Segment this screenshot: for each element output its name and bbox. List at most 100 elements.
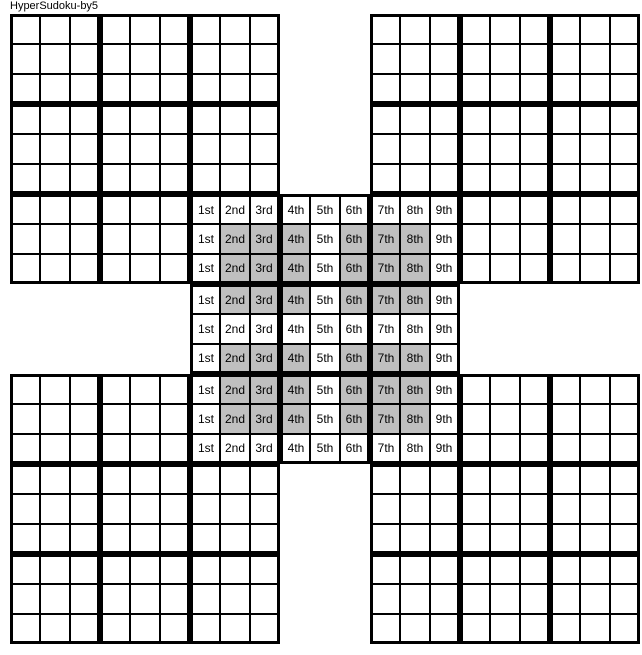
grid-cell [70, 524, 100, 554]
grid-cell [130, 584, 160, 614]
grid-cell [370, 584, 400, 614]
grid-cell [580, 74, 610, 104]
grid-cell [190, 14, 220, 44]
grid-cell [250, 134, 280, 164]
cell-label: 3rd [255, 203, 272, 217]
cell-label: 8th [407, 232, 424, 246]
cell-label: 4th [288, 261, 305, 275]
grid-cell [610, 614, 640, 644]
grid-cell [550, 524, 580, 554]
grid-cell [490, 74, 520, 104]
grid-cell: 1st [190, 284, 220, 314]
grid-cell: 9th [430, 344, 460, 374]
cell-label: 5th [317, 261, 334, 275]
grid-cell: 8th [400, 224, 430, 254]
grid-cell [400, 494, 430, 524]
grid-cell [430, 614, 460, 644]
grid-cell [580, 194, 610, 224]
grid-cell [190, 554, 220, 584]
grid-cell [100, 254, 130, 284]
cell-label: 4th [288, 293, 305, 307]
grid-cell: 9th [430, 254, 460, 284]
grid-cell [400, 584, 430, 614]
grid-cell: 6th [340, 254, 370, 284]
cell-label: 1st [198, 203, 214, 217]
grid-cell: 8th [400, 284, 430, 314]
grid-cell [520, 584, 550, 614]
grid-cell [10, 554, 40, 584]
cell-label: 7th [378, 383, 395, 397]
cell-label: 6th [346, 441, 363, 455]
grid-cell: 9th [430, 404, 460, 434]
grid-cell [130, 104, 160, 134]
grid-cell [400, 14, 430, 44]
grid-cell [220, 554, 250, 584]
grid-cell [460, 194, 490, 224]
grid-cell [430, 14, 460, 44]
grid-cell [130, 404, 160, 434]
grid-cell [40, 404, 70, 434]
grid-cell [550, 554, 580, 584]
grid-cell [190, 614, 220, 644]
grid-cell [610, 134, 640, 164]
grid-cell: 4th [280, 194, 310, 224]
grid-cell [460, 494, 490, 524]
grid-cell: 6th [340, 284, 370, 314]
grid-cell [370, 554, 400, 584]
grid-cell [70, 164, 100, 194]
cell-label: 2nd [225, 412, 245, 426]
grid-cell [190, 134, 220, 164]
grid-cell [550, 194, 580, 224]
grid-cell [250, 164, 280, 194]
grid-cell [100, 554, 130, 584]
grid-cell [460, 614, 490, 644]
grid-cell [520, 374, 550, 404]
cell-label: 1st [198, 322, 214, 336]
grid-cell [460, 224, 490, 254]
cell-label: 6th [346, 203, 363, 217]
grid-cell: 1st [190, 224, 220, 254]
grid-cell [400, 134, 430, 164]
grid-cell [460, 14, 490, 44]
grid-cell [490, 194, 520, 224]
grid-cell [430, 104, 460, 134]
cell-label: 7th [378, 322, 395, 336]
grid-cell [100, 164, 130, 194]
cell-label: 6th [346, 261, 363, 275]
grid-cell [250, 494, 280, 524]
grid-cell [460, 584, 490, 614]
grid-cell [520, 554, 550, 584]
grid-cell [370, 164, 400, 194]
grid-cell: 5th [310, 434, 340, 464]
grid-cell [70, 464, 100, 494]
grid-cell [100, 614, 130, 644]
grid-cell [400, 104, 430, 134]
grid-cell [580, 404, 610, 434]
puzzle-title: HyperSudoku-by5 [10, 0, 98, 12]
grid-cell [40, 164, 70, 194]
grid-cell: 1st [190, 374, 220, 404]
grid-cell: 3rd [250, 254, 280, 284]
grid-cell [580, 524, 610, 554]
cell-label: 1st [198, 351, 214, 365]
cell-label: 8th [407, 293, 424, 307]
grid-cell [400, 554, 430, 584]
grid-cell [250, 524, 280, 554]
grid-cell: 9th [430, 314, 460, 344]
grid-cell [580, 104, 610, 134]
cell-label: 6th [346, 232, 363, 246]
grid-cell [40, 44, 70, 74]
cell-label: 2nd [225, 383, 245, 397]
grid-cell: 1st [190, 254, 220, 284]
grid-cell [370, 44, 400, 74]
cell-label: 3rd [255, 441, 272, 455]
grid-cell [130, 74, 160, 104]
grid-cell [10, 524, 40, 554]
grid-cell: 9th [430, 374, 460, 404]
grid-cell [160, 464, 190, 494]
cell-label: 9th [436, 412, 453, 426]
grid-cell [70, 374, 100, 404]
grid-cell [610, 104, 640, 134]
grid-cell [100, 134, 130, 164]
grid-cell: 5th [310, 284, 340, 314]
